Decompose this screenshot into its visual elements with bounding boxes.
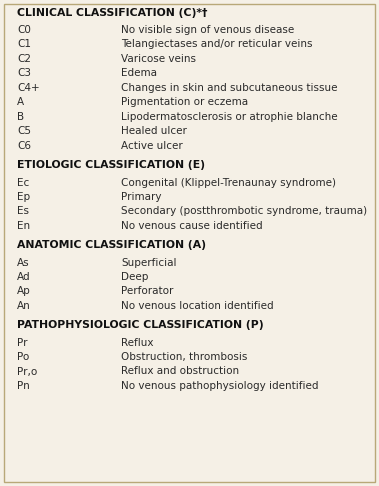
Text: En: En [17,221,30,231]
Text: Pr: Pr [17,337,28,347]
Text: Ad: Ad [17,272,31,282]
Text: Changes in skin and subcutaneous tissue: Changes in skin and subcutaneous tissue [121,83,338,93]
Text: Lipodermatosclerosis or atrophie blanche: Lipodermatosclerosis or atrophie blanche [121,112,338,122]
Text: C3: C3 [17,69,31,79]
Text: Telangiectases and/or reticular veins: Telangiectases and/or reticular veins [121,39,313,50]
Text: No venous pathophysiology identified: No venous pathophysiology identified [121,381,319,391]
Text: C2: C2 [17,54,31,64]
FancyBboxPatch shape [4,4,375,482]
Text: Primary: Primary [121,192,162,202]
Text: Edema: Edema [121,69,157,79]
Text: A: A [17,98,24,107]
Text: Ec: Ec [17,177,29,188]
Text: Healed ulcer: Healed ulcer [121,126,187,137]
Text: B: B [17,112,24,122]
Text: Deep: Deep [121,272,149,282]
Text: ETIOLOGIC CLASSIFICATION (E): ETIOLOGIC CLASSIFICATION (E) [17,160,205,171]
Text: Superficial: Superficial [121,258,177,267]
Text: As: As [17,258,30,267]
Text: Pigmentation or eczema: Pigmentation or eczema [121,98,248,107]
Text: C5: C5 [17,126,31,137]
Text: Secondary (postthrombotic syndrome, trauma): Secondary (postthrombotic syndrome, trau… [121,207,367,216]
Text: C6: C6 [17,141,31,151]
Text: CLINICAL CLASSIFICATION (C)*†: CLINICAL CLASSIFICATION (C)*† [17,8,208,18]
Text: No venous location identified: No venous location identified [121,301,274,311]
Text: Po: Po [17,352,29,362]
Text: C4+: C4+ [17,83,40,93]
Text: Ap: Ap [17,287,31,296]
Text: Pn: Pn [17,381,30,391]
Text: PATHOPHYSIOLOGIC CLASSIFICATION (P): PATHOPHYSIOLOGIC CLASSIFICATION (P) [17,320,264,330]
Text: No visible sign of venous disease: No visible sign of venous disease [121,25,294,35]
Text: Reflux and obstruction: Reflux and obstruction [121,366,240,377]
Text: Congenital (Klippel-Trenaunay syndrome): Congenital (Klippel-Trenaunay syndrome) [121,177,336,188]
Text: Obstruction, thrombosis: Obstruction, thrombosis [121,352,247,362]
Text: Ep: Ep [17,192,30,202]
Text: An: An [17,301,31,311]
Text: Reflux: Reflux [121,337,154,347]
Text: Perforator: Perforator [121,287,174,296]
Text: C1: C1 [17,39,31,50]
Text: Pr,o: Pr,o [17,366,37,377]
Text: C0: C0 [17,25,31,35]
Text: Es: Es [17,207,29,216]
Text: Varicose veins: Varicose veins [121,54,196,64]
Text: Active ulcer: Active ulcer [121,141,183,151]
Text: ANATOMIC CLASSIFICATION (A): ANATOMIC CLASSIFICATION (A) [17,241,206,250]
Text: No venous cause identified: No venous cause identified [121,221,263,231]
